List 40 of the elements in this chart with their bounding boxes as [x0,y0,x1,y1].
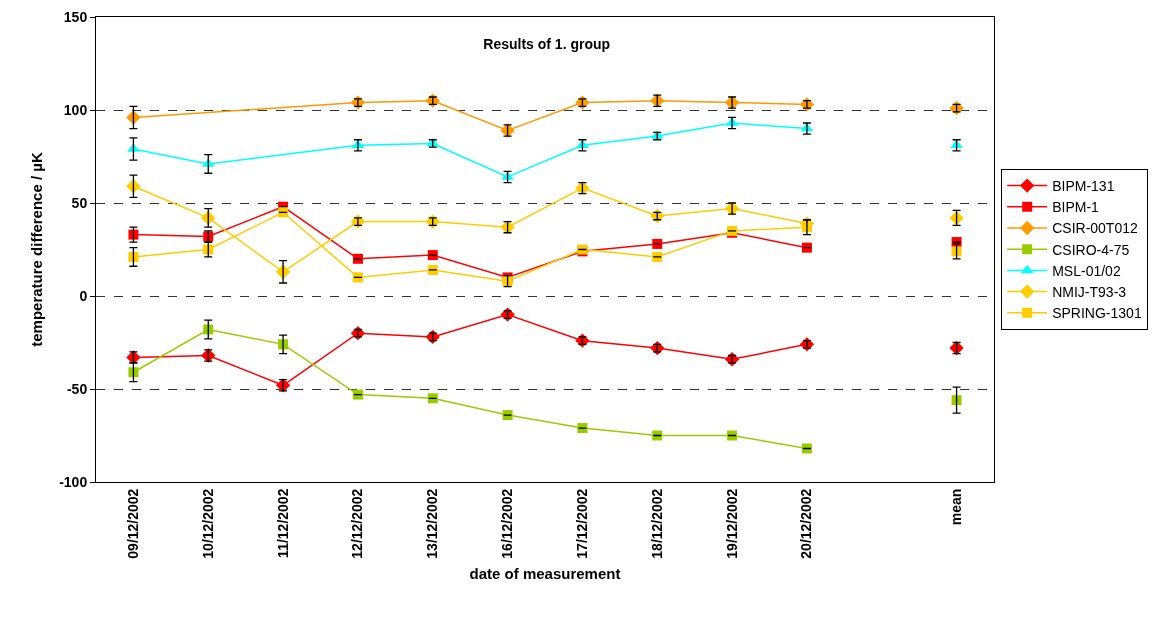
point [427,393,438,404]
text: Results of 1. group [483,35,611,52]
x-tick-label: 10/12/2002 [199,488,216,559]
point [203,324,214,335]
point [727,430,738,441]
x-tick-label: 12/12/2002 [349,488,366,559]
y-tick-label: 50 [71,194,88,211]
legend-label: BIPM-131 [1052,178,1115,195]
point [801,443,812,454]
y-tick-label: -100 [59,473,88,490]
point [652,430,663,441]
x-tick-label: 13/12/2002 [424,488,441,559]
y-axis-title: temperature difference / µK [28,152,46,347]
legend-label: MSL-01/02 [1052,262,1121,279]
x-tick-label: 19/12/2002 [723,488,740,559]
point [352,389,363,400]
y-tick-label: 100 [63,101,88,118]
legend-label: SPRING-1301 [1052,305,1142,322]
legend-label: NMIJ-T93-3 [1052,284,1127,301]
legend-label: BIPM-1 [1052,199,1100,216]
x-tick-label: 16/12/2002 [499,488,516,559]
x-tick-label: 20/12/2002 [798,488,815,559]
point [128,251,139,262]
x-tick-label: 18/12/2002 [648,488,665,559]
x-tick-label: 11/12/2002 [274,488,291,558]
point [352,253,363,264]
point [352,272,363,283]
legend-label: CSIRO-4-75 [1052,241,1130,258]
x-tick-label: 09/12/2002 [124,488,141,559]
legend-label: CSIR-00T012 [1052,220,1138,237]
point [278,207,289,218]
x-tick-label: mean [948,488,965,526]
y-tick-label: 150 [63,8,88,25]
point [128,367,139,378]
y-tick-label: 0 [79,287,88,304]
point [951,395,962,406]
x-tick-label: 17/12/2002 [573,488,590,559]
y-tick-label: -50 [66,380,88,397]
x-axis-title: date of measurement [469,564,621,582]
point [801,242,812,253]
